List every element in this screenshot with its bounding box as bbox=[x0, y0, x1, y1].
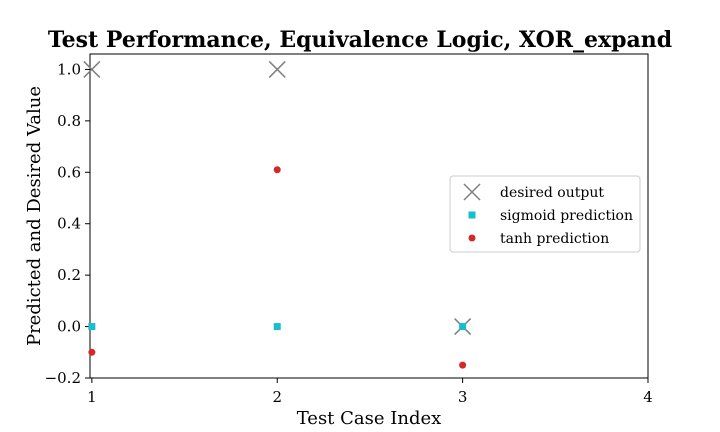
tanh-prediction-point bbox=[88, 348, 96, 356]
x-marker-stroke bbox=[83, 60, 101, 78]
x-tick-label: 2 bbox=[272, 388, 282, 406]
x-axis-label: Test Case Index bbox=[297, 408, 442, 429]
y-tick-label: −0.2 bbox=[45, 369, 81, 387]
axis-ticks: 1 2 3 4 −0.2 0.0 0.2 0.4 0.6 0.8 1.0 bbox=[45, 60, 653, 406]
legend-label: desired output bbox=[500, 185, 604, 201]
x-marker-stroke bbox=[268, 60, 286, 78]
legend-box bbox=[449, 175, 641, 253]
legend: desired output sigmoid prediction tanh pre… bbox=[449, 175, 641, 253]
data-marks bbox=[83, 60, 472, 369]
y-tick-label: 0.4 bbox=[57, 215, 81, 233]
y-tick-label: 0.0 bbox=[57, 318, 81, 336]
legend-label: tanh prediction bbox=[500, 231, 609, 247]
legend-label: sigmoid prediction bbox=[500, 208, 633, 224]
desired-output-point bbox=[83, 60, 101, 78]
tanh-prediction-point bbox=[459, 361, 467, 369]
x-tick-label: 1 bbox=[87, 388, 97, 406]
sigmoid-prediction-point bbox=[459, 323, 467, 331]
x-tick-label: 3 bbox=[458, 388, 468, 406]
legend-marker bbox=[468, 234, 476, 242]
y-tick-label: 0.8 bbox=[57, 112, 81, 130]
y-tick-label: 0.2 bbox=[57, 266, 81, 284]
sigmoid-prediction-point bbox=[88, 323, 96, 331]
tanh-prediction-point bbox=[273, 166, 281, 174]
desired-output-point bbox=[268, 60, 286, 78]
y-tick-label: 1.0 bbox=[57, 60, 81, 78]
y-axis-label: Predicted and Desired Value bbox=[24, 86, 45, 346]
legend-marker bbox=[468, 211, 476, 219]
plot-area bbox=[89, 53, 649, 379]
legend-marker bbox=[463, 183, 481, 201]
y-tick-label: 0.6 bbox=[57, 163, 81, 181]
chart-title: Test Performance, Equivalence Logic, XOR… bbox=[48, 27, 672, 53]
x-marker-stroke bbox=[463, 183, 481, 201]
x-tick-label: 4 bbox=[643, 388, 653, 406]
sigmoid-prediction-point bbox=[273, 323, 281, 331]
